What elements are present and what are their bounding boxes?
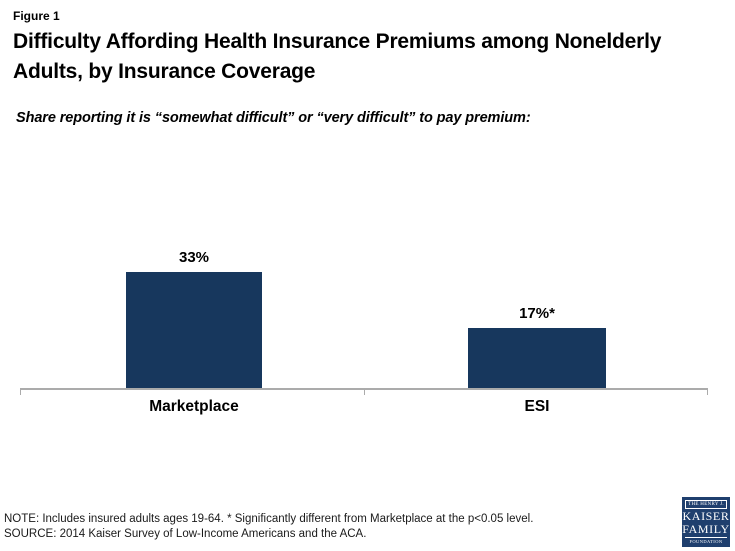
x-axis-tick-left [20,388,21,395]
kff-logo-family: FAMILY [682,522,730,536]
plot-area: 33% 17%* [20,150,708,388]
bar-group-marketplace: 33% [126,249,262,388]
bar-esi [468,328,606,388]
category-label-esi: ESI [524,398,550,415]
x-axis-tick-middle [364,388,365,395]
kff-logo-kaiser: KAISER [682,509,730,523]
x-axis-line [20,388,708,395]
source-text: SOURCE: 2014 Kaiser Survey of Low-Income… [4,528,367,540]
kff-logo-top-text: THE HENRY J. [685,500,727,509]
footer-notes: NOTE: Includes insured adults ages 19-64… [4,512,604,542]
figure-label: Figure 1 [13,9,60,23]
category-label-marketplace: Marketplace [149,398,239,415]
bar-value-label-marketplace: 33% [178,249,210,266]
kff-logo: THE HENRY J. KAISER FAMILY FOUNDATION [682,497,730,547]
note-text: NOTE: Includes insured adults ages 19-64… [4,513,534,525]
x-axis-tick-right [707,388,708,395]
figure-subtitle: Share reporting it is “somewhat difficul… [16,110,531,126]
bar-marketplace [126,272,262,388]
figure-title-line-1: Difficulty Affording Health Insurance Pr… [13,30,662,53]
figure-title: Difficulty Affording Health Insurance Pr… [13,27,725,87]
bar-value-label-esi: 17%* [519,305,555,322]
bar-group-esi: 17%* [468,305,606,388]
figure-title-line-2: Adults, by Insurance Coverage [13,60,316,83]
kff-logo-foundation: FOUNDATION [685,537,727,545]
